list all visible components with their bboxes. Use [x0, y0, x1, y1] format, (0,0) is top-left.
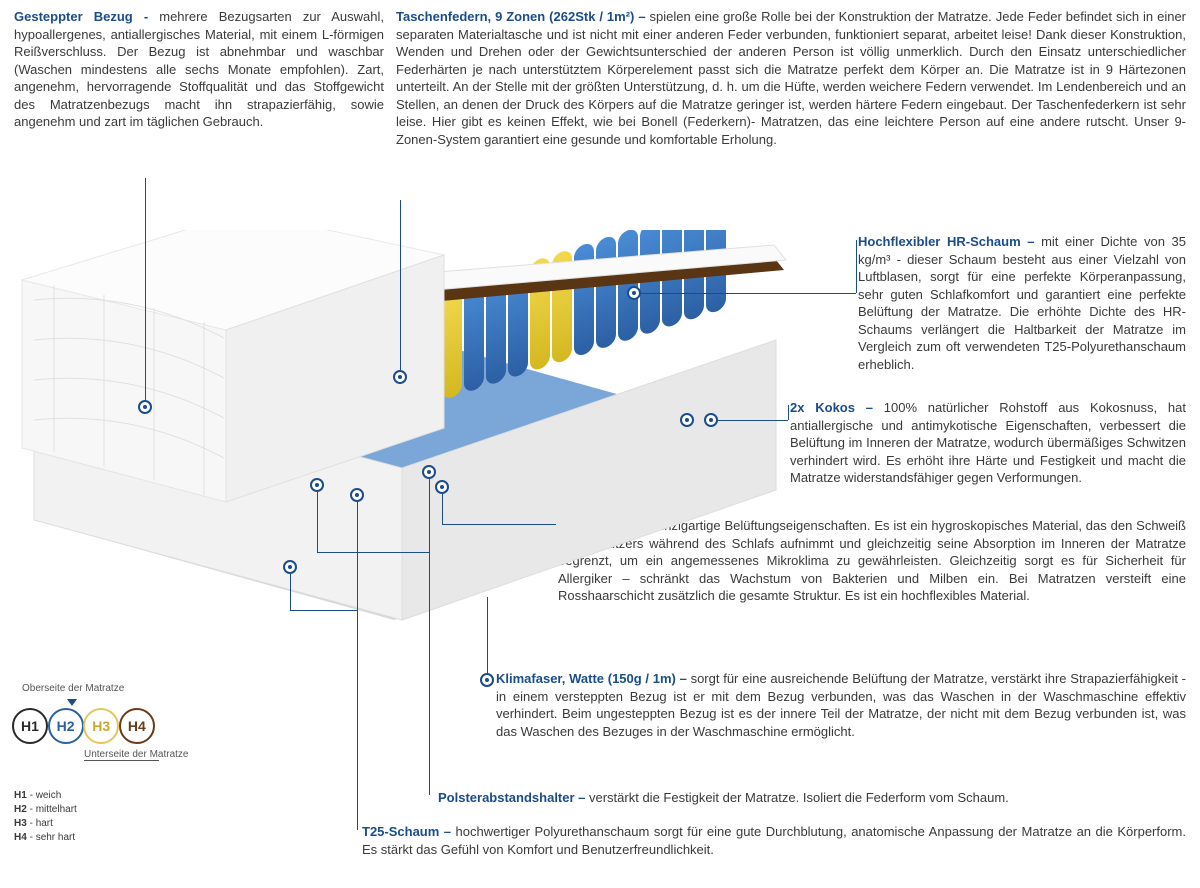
title-polster: Polsterabstandshalter – — [438, 790, 589, 805]
body-polster: verstärkt die Festigkeit der Matratze. I… — [589, 790, 1009, 805]
h1-circle: H1 — [12, 708, 48, 744]
dot-cover — [138, 400, 152, 414]
legend-h2: H2 - mittelhart — [14, 803, 244, 817]
line-springs — [400, 200, 401, 370]
section-cover: Gesteppter Bezug - mehrere Bezugsarten z… — [14, 8, 384, 131]
line-polster-v1 — [317, 492, 318, 552]
section-kokos: 2x Kokos – 100% natürlicher Rohstoff aus… — [790, 399, 1186, 487]
line-polster-v2 — [429, 479, 430, 795]
title-klimafaser: Klimafaser, Watte (150g / 1m) – — [496, 671, 691, 686]
legend-top-label: Oberseite der Matratze — [14, 682, 244, 696]
dot-kokos-2 — [704, 413, 718, 427]
title-hr-foam: Hochflexibler HR-Schaum – — [858, 234, 1041, 249]
legend-h3: H3 - hart — [14, 817, 244, 831]
line-hr-foam — [641, 293, 856, 294]
dot-kokos-1 — [680, 413, 694, 427]
dot-t25-bottom — [283, 560, 297, 574]
section-hr-foam: Hochflexibler HR-Schaum – mit einer Dich… — [858, 233, 1186, 373]
title-t25: T25-Schaum – — [362, 824, 456, 839]
line-kokos — [718, 420, 788, 421]
section-t25: T25-Schaum – hochwertiger Polyurethansch… — [362, 823, 1186, 858]
line-t25-v2 — [290, 574, 291, 610]
dot-klimafaser — [480, 673, 494, 687]
line-hr-foam-v — [856, 240, 857, 293]
section-klimafaser: Klimafaser, Watte (150g / 1m) – sorgt fü… — [496, 670, 1186, 740]
dot-springs — [393, 370, 407, 384]
title-cover: Gesteppter Bezug - — [14, 9, 159, 24]
line-polster-h — [317, 552, 429, 553]
line-klimafaser — [487, 597, 488, 673]
dot-hr-foam — [627, 286, 641, 300]
line-t25-h — [290, 610, 357, 611]
body-springs: spielen eine große Rolle bei der Konstru… — [396, 9, 1186, 147]
line-rosshaar-v — [442, 494, 443, 524]
line-t25-v1 — [357, 502, 358, 830]
mattress-diagram — [14, 230, 794, 630]
section-springs: Taschenfedern, 9 Zonen (262Stk / 1m²) – … — [396, 8, 1186, 148]
dot-polster-2 — [422, 465, 436, 479]
line-rosshaar-h — [442, 524, 556, 525]
line-cover — [145, 178, 146, 400]
hardness-legend: Oberseite der Matratze H1 H2 H3 H4 Unter… — [14, 682, 244, 845]
legend-h4: H4 - sehr hart — [14, 831, 244, 845]
dot-polster-1 — [310, 478, 324, 492]
line-kokos-v — [788, 405, 789, 420]
body-t25: hochwertiger Polyurethanschaum sorgt für… — [362, 824, 1186, 857]
dot-t25-1 — [350, 488, 364, 502]
body-hr-foam: mit einer Dichte von 35 kg/m³ - dieser S… — [858, 234, 1186, 372]
legend-h1: H1 - weich — [14, 789, 244, 803]
legend-bottom-label: Unterseite der Matratze — [14, 748, 244, 762]
h4-circle: H4 — [119, 708, 155, 744]
body-cover: mehrere Bezugsarten zur Auswahl, hypoall… — [14, 9, 384, 129]
section-polster: Polsterabstandshalter – verstärkt die Fe… — [438, 789, 1186, 807]
h3-circle: H3 — [83, 708, 119, 744]
h2-circle: H2 — [48, 708, 84, 744]
legend-arrow-icon — [67, 699, 77, 706]
title-kokos: 2x Kokos – — [790, 400, 884, 415]
title-springs: Taschenfedern, 9 Zonen (262Stk / 1m²) – — [396, 9, 650, 24]
dot-rosshaar — [435, 480, 449, 494]
